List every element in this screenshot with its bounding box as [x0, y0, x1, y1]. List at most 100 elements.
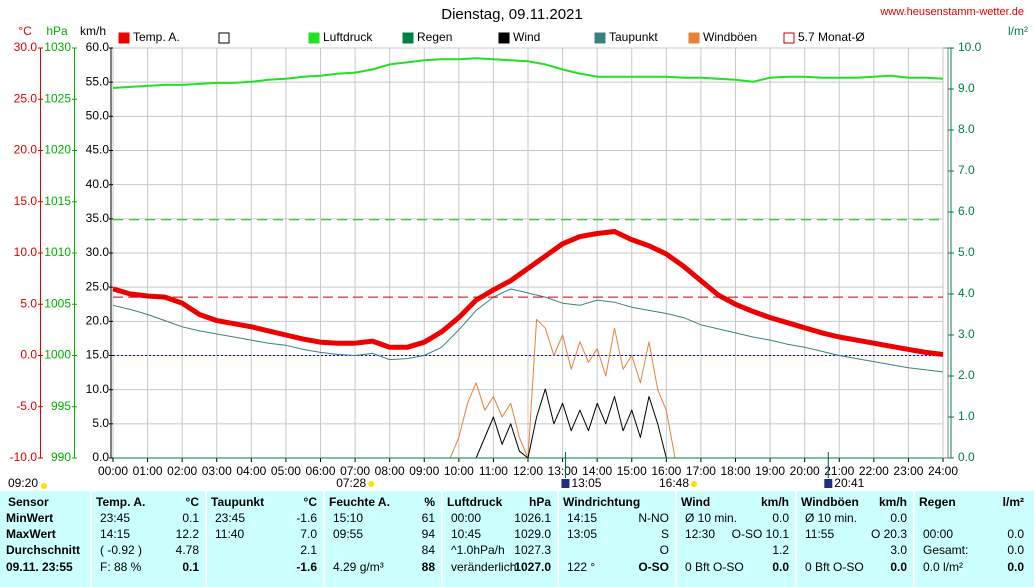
- y-tick-label: 1.0: [958, 409, 975, 423]
- axis-unit: hPa: [46, 24, 68, 38]
- y-tick-label: 60.0: [86, 40, 110, 54]
- table-value: 84: [422, 543, 436, 557]
- y-tick-label: 10.0: [86, 382, 110, 396]
- axis-unit: °C: [18, 24, 32, 38]
- table-cell: Ø 10 min.: [685, 511, 737, 525]
- x-tick-label: 14:00: [582, 464, 612, 478]
- x-tick-label: 04:00: [236, 464, 266, 478]
- y-tick-label: 0.0: [958, 450, 975, 464]
- table-value: 1029.0: [514, 527, 551, 541]
- table-header-unit: km/h: [879, 495, 907, 509]
- x-tick-label: 18:00: [720, 464, 750, 478]
- table-header-unit: hPa: [529, 495, 551, 509]
- y-tick-label: 3.0: [958, 327, 975, 341]
- stats-table-bg: [0, 491, 1034, 587]
- table-value: 1.2: [772, 543, 789, 557]
- legend-marker: [783, 32, 795, 44]
- y-tick-label: 5.0: [20, 296, 37, 310]
- legend-marker: [594, 32, 606, 44]
- table-cell: 14:15: [567, 511, 597, 525]
- x-tick-label: 22:00: [859, 464, 889, 478]
- y-tick-label: 25.0: [86, 279, 110, 293]
- moon-marker: [824, 479, 833, 488]
- legend-label: Regen: [417, 30, 452, 44]
- table-header-unit: %: [424, 495, 435, 509]
- annotation: 13:05: [571, 476, 601, 490]
- y-tick-label: 4.0: [958, 286, 975, 300]
- y-tick-label: 30.0: [86, 245, 110, 259]
- table-header: Luftdruck: [447, 495, 503, 509]
- table-value: 1026.1: [514, 511, 551, 525]
- table-header-unit: °C: [186, 495, 200, 509]
- table-value: O-SO 10.1: [732, 527, 790, 541]
- table-header: Taupunkt: [211, 495, 264, 509]
- y-tick-label: 50.0: [86, 109, 110, 123]
- table-value: 1027.0: [514, 560, 551, 574]
- table-cell: 09:55: [333, 527, 363, 541]
- y-tick-label: 0.0: [20, 348, 37, 362]
- y-tick-label: 2.0: [958, 368, 975, 382]
- series-line: [449, 318, 676, 459]
- table-header: Windböen: [801, 495, 859, 509]
- table-cell: 13:05: [567, 527, 597, 541]
- x-tick-label: 09:00: [409, 464, 439, 478]
- table-row-label: 09.11. 23:55: [6, 560, 73, 574]
- table-cell: 11:55: [805, 527, 834, 541]
- legend-marker: [118, 32, 130, 44]
- annotation: 20:41: [834, 476, 864, 490]
- table-cell: ( -0.92 ): [100, 543, 142, 557]
- x-tick-label: 13:00: [548, 464, 578, 478]
- y-tick-label: -10.0: [10, 450, 38, 464]
- y-tick-label: 990: [51, 450, 71, 464]
- table-value: O: [660, 543, 669, 557]
- table-header: Temp. A.: [96, 495, 145, 509]
- y-tick-label: 20.0: [14, 143, 38, 157]
- table-cell: 00:00: [451, 511, 481, 525]
- table-value: O-SO: [638, 560, 669, 574]
- x-tick-label: 03:00: [202, 464, 232, 478]
- x-tick-label: 01:00: [133, 464, 163, 478]
- annotation: 16:48: [659, 476, 689, 490]
- y-tick-label: 1020: [44, 143, 71, 157]
- table-header: Wind: [681, 495, 710, 509]
- table-cell: 00:00: [923, 527, 953, 541]
- table-cell: ^1.0hPa/h: [451, 543, 505, 557]
- table-cell: F: 88 %: [100, 560, 142, 574]
- x-tick-label: 17:00: [686, 464, 716, 478]
- series-line: [112, 229, 944, 357]
- table-cell: 12:30: [685, 527, 715, 541]
- x-tick-label: 10:00: [444, 464, 474, 478]
- y-tick-label: 5.0: [958, 245, 975, 259]
- y-tick-label: 10.0: [14, 245, 38, 259]
- site-url[interactable]: www.heusenstamm-wetter.de: [879, 6, 1024, 18]
- table-cell: 11:40: [215, 527, 244, 541]
- legend-marker: [688, 32, 700, 44]
- table-cell: 23:45: [215, 511, 245, 525]
- table-value: 88: [422, 560, 436, 574]
- legend-marker: [498, 32, 510, 44]
- x-tick-label: 20:00: [790, 464, 820, 478]
- table-cell: 4.29 g/m³: [333, 560, 384, 574]
- table-value: 1027.3: [514, 543, 551, 557]
- legend-label: Wind: [513, 30, 540, 44]
- table-header-unit: °C: [304, 495, 318, 509]
- table-value: -1.6: [296, 560, 317, 574]
- y-tick-label: 1010: [44, 245, 71, 259]
- y-tick-label: 20.0: [86, 314, 110, 328]
- x-tick-label: 08:00: [375, 464, 405, 478]
- axis-unit: km/h: [80, 24, 106, 38]
- y-tick-label: 1030: [44, 40, 71, 54]
- axis-unit: l/m²: [1008, 24, 1028, 38]
- table-cell: 14:15: [100, 527, 130, 541]
- x-tick-label: 12:00: [513, 464, 543, 478]
- x-tick-label: 15:00: [617, 464, 647, 478]
- x-tick-label: 00:00: [98, 464, 128, 478]
- legend-empty-box: [218, 32, 230, 44]
- table-value: 94: [422, 527, 436, 541]
- y-tick-label: 15.0: [86, 348, 110, 362]
- y-tick-label: 55.0: [86, 74, 110, 88]
- table-value: 4.78: [176, 543, 200, 557]
- table-value: 0.1: [182, 560, 199, 574]
- table-value: N-NO: [638, 511, 669, 525]
- table-value: 7.0: [300, 527, 317, 541]
